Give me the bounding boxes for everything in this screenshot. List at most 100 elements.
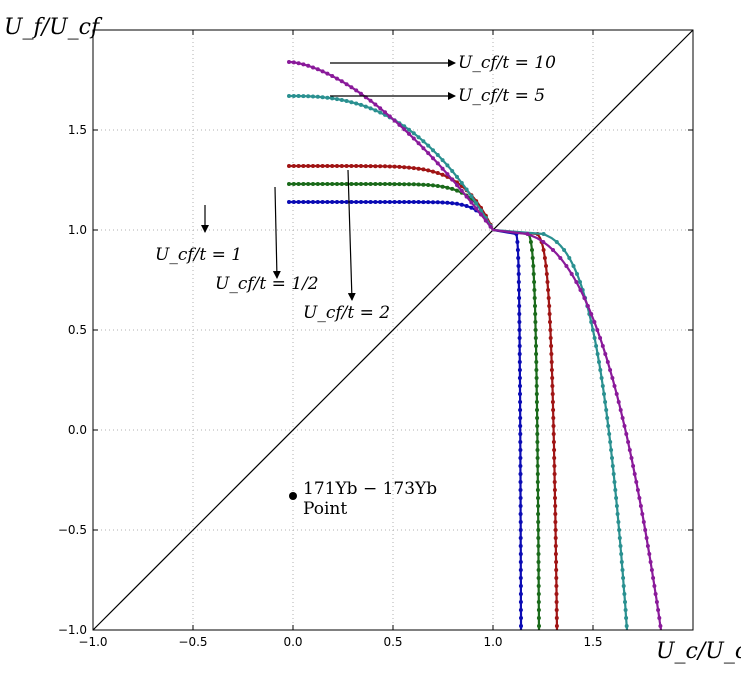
data-point	[518, 464, 523, 468]
data-point	[552, 456, 557, 460]
data-point	[518, 496, 523, 500]
data-point	[532, 288, 537, 292]
data-point	[517, 320, 522, 324]
data-point	[518, 544, 523, 548]
data-point	[536, 616, 541, 620]
annotation-label: U_cf/t = 2	[303, 303, 390, 323]
data-point	[431, 200, 435, 205]
data-point	[546, 288, 551, 292]
data-point	[610, 376, 615, 380]
data-point	[392, 164, 397, 169]
data-point	[518, 520, 523, 524]
data-point	[488, 224, 493, 229]
data-point	[536, 560, 541, 564]
data-point	[359, 164, 363, 168]
data-point	[537, 624, 541, 628]
data-point	[291, 60, 296, 65]
data-point	[518, 600, 523, 604]
data-point	[440, 166, 445, 171]
data-point	[306, 63, 311, 68]
data-point	[624, 624, 629, 628]
data-point	[306, 164, 311, 168]
data-point	[554, 608, 559, 612]
point-label-line2: Point	[303, 499, 347, 519]
data-point	[604, 408, 609, 412]
data-point	[536, 512, 541, 516]
data-point	[616, 520, 621, 524]
data-point	[445, 185, 450, 190]
data-point	[518, 560, 523, 564]
data-point	[627, 448, 632, 452]
data-point	[569, 272, 574, 276]
data-point	[296, 182, 301, 186]
data-point	[534, 360, 539, 364]
data-point	[614, 504, 619, 508]
data-point	[330, 74, 335, 78]
data-point	[597, 360, 601, 364]
data-point	[516, 272, 521, 276]
data-point	[518, 568, 523, 572]
data-point	[431, 183, 435, 188]
data-point	[459, 188, 464, 193]
data-point	[516, 280, 521, 284]
data-point	[311, 182, 315, 186]
data-point	[344, 82, 349, 87]
data-point	[517, 344, 522, 348]
data-point	[311, 200, 315, 204]
data-point	[315, 94, 320, 99]
data-point	[339, 182, 344, 186]
data-point	[613, 488, 618, 492]
data-point	[335, 182, 339, 186]
data-point	[629, 456, 634, 460]
data-point	[534, 368, 539, 372]
data-point	[354, 88, 359, 93]
data-point	[525, 232, 530, 236]
data-point	[469, 205, 474, 210]
data-point	[354, 200, 359, 204]
data-point	[335, 76, 339, 81]
data-point	[426, 151, 431, 156]
data-point	[373, 182, 378, 186]
data-point	[553, 544, 558, 548]
data-point	[518, 456, 523, 460]
data-point	[578, 280, 582, 284]
data-point	[387, 114, 392, 119]
data-point	[378, 110, 383, 115]
data-point	[344, 182, 349, 186]
x-tick-label: 0.5	[383, 635, 402, 649]
data-point	[618, 544, 623, 548]
data-point	[435, 184, 440, 188]
data-point	[287, 182, 291, 186]
data-point	[535, 440, 540, 444]
data-point	[368, 200, 373, 204]
data-point	[550, 384, 555, 388]
data-series	[287, 60, 663, 631]
data-point	[518, 504, 523, 508]
data-point	[421, 139, 426, 144]
data-point	[287, 200, 291, 204]
data-point	[548, 336, 553, 340]
data-point	[349, 100, 354, 105]
data-point	[532, 280, 537, 284]
data-point	[397, 200, 402, 204]
data-point	[531, 272, 536, 276]
data-point	[549, 352, 554, 356]
data-point	[517, 368, 522, 372]
data-point	[534, 376, 539, 380]
data-point	[359, 200, 363, 204]
data-point	[592, 336, 597, 340]
data-point	[603, 352, 608, 356]
data-point	[517, 336, 522, 340]
data-point	[440, 200, 445, 205]
data-point	[541, 232, 546, 236]
data-point	[643, 528, 648, 532]
data-point	[536, 600, 541, 604]
data-point	[435, 153, 440, 157]
y-tick-label: −0.5	[58, 523, 87, 537]
data-point	[589, 320, 594, 324]
data-point	[518, 608, 523, 612]
data-point	[623, 608, 628, 612]
data-point	[320, 182, 325, 186]
data-point	[656, 608, 661, 612]
data-point	[383, 200, 387, 204]
